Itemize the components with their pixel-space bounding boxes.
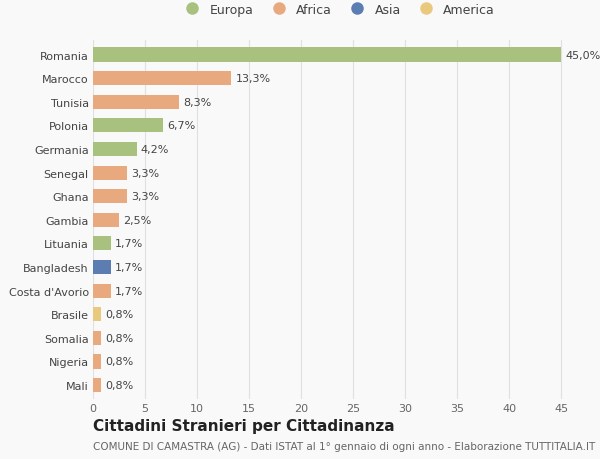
Text: 6,7%: 6,7% <box>167 121 195 131</box>
Bar <box>93 331 101 345</box>
Bar <box>93 308 101 322</box>
Bar <box>93 72 232 86</box>
Bar <box>93 260 110 274</box>
Bar <box>93 378 101 392</box>
Text: 0,8%: 0,8% <box>106 380 134 390</box>
Text: 1,7%: 1,7% <box>115 286 143 296</box>
Bar <box>93 119 163 133</box>
Bar <box>93 48 561 62</box>
Text: 45,0%: 45,0% <box>565 50 600 61</box>
Bar <box>93 213 119 227</box>
Bar <box>93 284 110 298</box>
Bar <box>93 237 110 251</box>
Bar <box>93 190 127 204</box>
Text: 13,3%: 13,3% <box>236 74 271 84</box>
Text: 3,3%: 3,3% <box>131 168 160 178</box>
Legend: Europa, Africa, Asia, America: Europa, Africa, Asia, America <box>178 1 497 19</box>
Bar <box>93 354 101 369</box>
Text: 0,8%: 0,8% <box>106 357 134 367</box>
Bar <box>93 95 179 110</box>
Text: 3,3%: 3,3% <box>131 192 160 202</box>
Text: 1,7%: 1,7% <box>115 239 143 249</box>
Bar <box>93 166 127 180</box>
Text: 2,5%: 2,5% <box>123 215 151 225</box>
Text: 1,7%: 1,7% <box>115 263 143 273</box>
Text: Cittadini Stranieri per Cittadinanza: Cittadini Stranieri per Cittadinanza <box>93 418 395 433</box>
Text: COMUNE DI CAMASTRA (AG) - Dati ISTAT al 1° gennaio di ogni anno - Elaborazione T: COMUNE DI CAMASTRA (AG) - Dati ISTAT al … <box>93 441 595 451</box>
Text: 8,3%: 8,3% <box>184 98 212 107</box>
Text: 0,8%: 0,8% <box>106 309 134 319</box>
Text: 4,2%: 4,2% <box>141 145 169 155</box>
Bar <box>93 143 137 157</box>
Text: 0,8%: 0,8% <box>106 333 134 343</box>
